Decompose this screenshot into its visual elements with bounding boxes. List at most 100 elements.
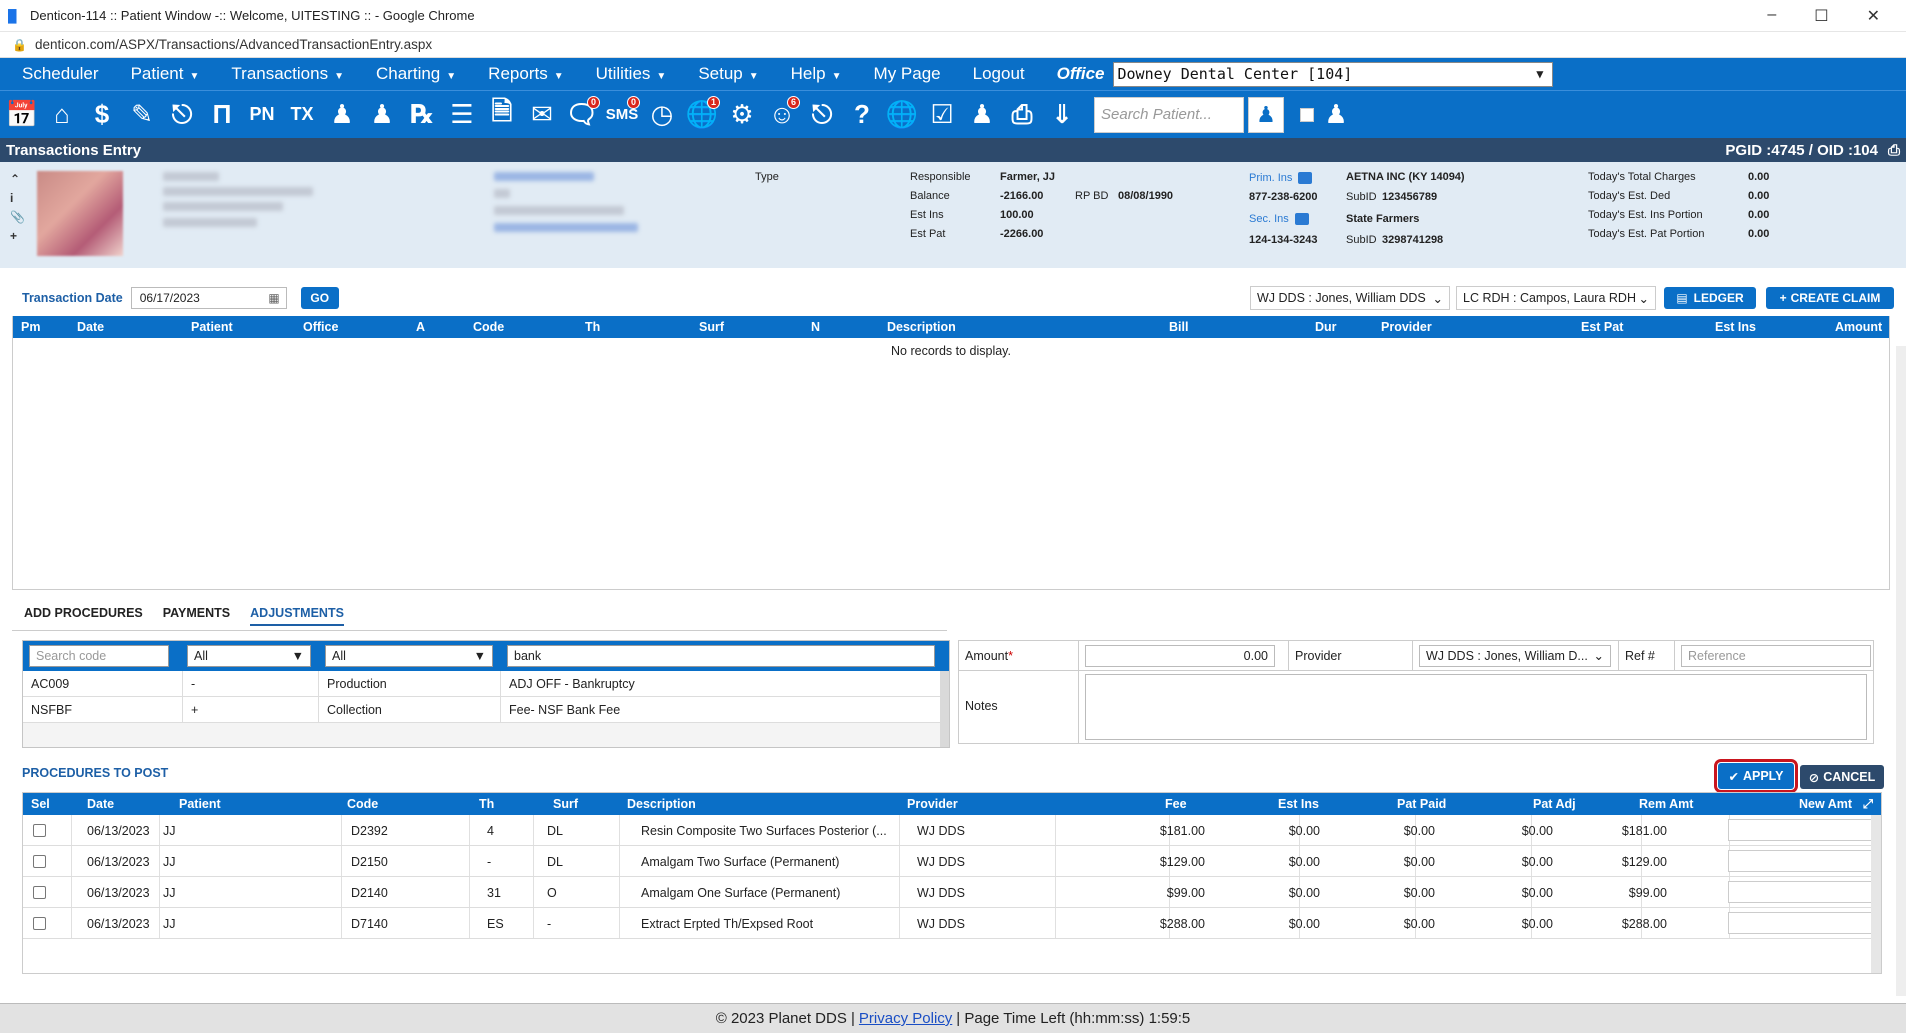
col-date[interactable]: Date [87,797,115,811]
row-select-checkbox[interactable] [33,886,46,899]
go-button[interactable]: GO [300,287,339,309]
menu-setup[interactable]: Setup ▼ [698,64,759,83]
col-fee[interactable]: Fee [1165,797,1187,811]
col-date[interactable]: Date [77,320,105,334]
info-icon[interactable]: i [10,191,14,205]
row-select-checkbox[interactable] [33,824,46,837]
col-est-pat[interactable]: Est Pat [1581,320,1624,334]
hygienist-select[interactable]: LC RDH : Campos, Laura RDH ⌄ [1456,286,1656,310]
web-icon[interactable]: 🌐 [885,99,919,129]
progress-notes-icon[interactable]: PN [249,104,275,124]
col-th[interactable]: Th [585,320,601,334]
maximize-icon[interactable]: ☐ [1814,7,1829,25]
mail-icon[interactable]: ✉ [531,99,553,129]
ledger-button[interactable]: ▤ LEDGER [1664,287,1756,309]
dental-icon[interactable]: ⎋ [811,98,833,129]
menu-transactions[interactable]: Transactions ▼ [231,64,344,83]
minimize-icon[interactable]: – [1767,5,1777,23]
col-surf[interactable]: Surf [553,797,578,811]
col-pat-paid[interactable]: Pat Paid [1397,797,1447,811]
office-select[interactable]: Downey Dental Center [104] ▼ [1112,61,1553,87]
col-pat-adj[interactable]: Pat Adj [1533,797,1576,811]
forms-icon[interactable]: ☺ 6 [764,95,800,134]
treatment-icon[interactable]: TX [290,104,314,124]
col-provider[interactable]: Provider [907,797,958,811]
new-amount-input[interactable] [1728,850,1876,872]
amount-input[interactable]: 0.00 [1085,644,1275,667]
col-description[interactable]: Description [627,797,696,811]
col-patient[interactable]: Patient [191,320,233,334]
add-patient-icon[interactable]: ♟ [330,99,354,129]
notes-textarea[interactable] [1085,674,1867,740]
transaction-date-input[interactable]: 06/17/2023 ▦ [130,287,287,309]
col-code[interactable]: Code [473,320,505,334]
url-text[interactable]: denticon.com/ASPX/Transactions/AdvancedT… [34,37,433,52]
adj-provider-select[interactable]: WJ DDS : Jones, William D... ⌄ [1419,644,1611,667]
home-icon[interactable]: ⌂ [54,99,70,129]
globe-icon[interactable]: 🌐 1 [685,95,720,129]
menu-logout[interactable]: Logout [972,64,1025,83]
prim-ins-link[interactable]: Prim. Ins [1249,172,1313,185]
support-icon[interactable]: ⚙ [730,99,754,129]
search-code-input[interactable]: Search code [29,645,169,667]
notes-icon[interactable]: ☰ [450,99,474,129]
tooth-icon[interactable]: ⎋ [171,98,193,129]
col-sel[interactable]: Sel [31,797,50,811]
printer-icon[interactable]: ⎙ [1887,141,1900,159]
col-surf[interactable]: Surf [699,320,724,334]
col-a[interactable]: A [416,320,426,334]
row-select-checkbox[interactable] [33,917,46,930]
col-pm[interactable]: Pm [21,320,41,334]
apply-button[interactable]: ✔ APPLY [1714,759,1798,793]
code-row[interactable]: NSFBF + Collection Fee- NSF Bank Fee [23,697,949,723]
code-row[interactable]: AC009 - Production ADJ OFF - Bankruptcy [23,671,949,697]
col-bill[interactable]: Bill [1169,320,1189,334]
question-icon[interactable]: ? [854,99,870,129]
tab-adjustments[interactable]: ADJUSTMENTS [250,606,344,626]
privacy-policy-link[interactable]: Privacy Policy [858,1010,953,1027]
col-rem-amt[interactable]: Rem Amt [1639,797,1694,811]
col-est-ins[interactable]: Est Ins [1715,320,1756,334]
print-icon[interactable]: ⎙ [1011,98,1033,129]
col-dur[interactable]: Dur [1315,320,1337,334]
close-icon[interactable]: ✕ [1866,7,1880,25]
address-bar[interactable]: 🔒 denticon.com/ASPX/Transactions/Advance… [0,32,1906,58]
document-icon[interactable]: 🗎 [491,95,513,126]
users-icon[interactable]: ♟ [970,99,994,129]
col-new-amt[interactable]: New Amt [1799,797,1853,811]
search-user-icon[interactable]: ♟ [1248,96,1284,133]
keyword-input[interactable]: bank [507,645,935,667]
procedures-scrollbar[interactable] [1871,815,1881,973]
col-code[interactable]: Code [347,797,379,811]
new-amount-input[interactable] [1728,881,1876,903]
collapse-icon[interactable]: ⇓ [1051,99,1073,129]
paperclip-icon[interactable]: 📎 [10,210,25,224]
table-row[interactable]: 06/13/2023 JJ D7140 ES - Extract Erpted Th/Ex… [23,908,1881,939]
col-description[interactable]: Description [887,320,956,334]
col-amount[interactable]: Amount [1835,320,1883,334]
col-n[interactable]: N [811,320,821,334]
menu-reports[interactable]: Reports ▼ [488,64,564,83]
menu-charting[interactable]: Charting ▼ [376,64,457,83]
menu-utilities[interactable]: Utilities ▼ [595,64,667,83]
tab-payments[interactable]: PAYMENTS [162,606,231,620]
cancel-button[interactable]: ⊘ CANCEL [1800,765,1884,789]
table-row[interactable]: 06/13/2023 JJ D2392 4 DL Resin Composite Two … [23,815,1881,846]
tooth-chart-icon[interactable]: Π [212,99,232,129]
tab-add-procedures[interactable]: ADD PROCEDURES [24,606,143,620]
col-provider[interactable]: Provider [1381,320,1432,334]
prescription-icon[interactable]: ℞ [410,99,434,129]
clock-icon[interactable]: ◷ [650,99,674,129]
toolbar-checkbox[interactable] [1300,107,1314,122]
col-est-ins[interactable]: Est Ins [1278,797,1319,811]
menu-help[interactable]: Help ▼ [790,64,842,83]
calendar-icon[interactable]: 📅 [5,99,39,129]
type-filter-select[interactable]: All ▼ [325,645,493,667]
new-amount-input[interactable] [1728,819,1876,841]
code-list-scrollbar[interactable] [940,671,949,747]
new-amount-input[interactable] [1728,912,1876,934]
col-office[interactable]: Office [303,320,339,334]
expand-icon[interactable]: ⤢ [1863,797,1874,811]
table-row[interactable]: 06/13/2023 JJ D2150 - DL Amalgam Two Surface … [23,846,1881,877]
col-th[interactable]: Th [479,797,495,811]
